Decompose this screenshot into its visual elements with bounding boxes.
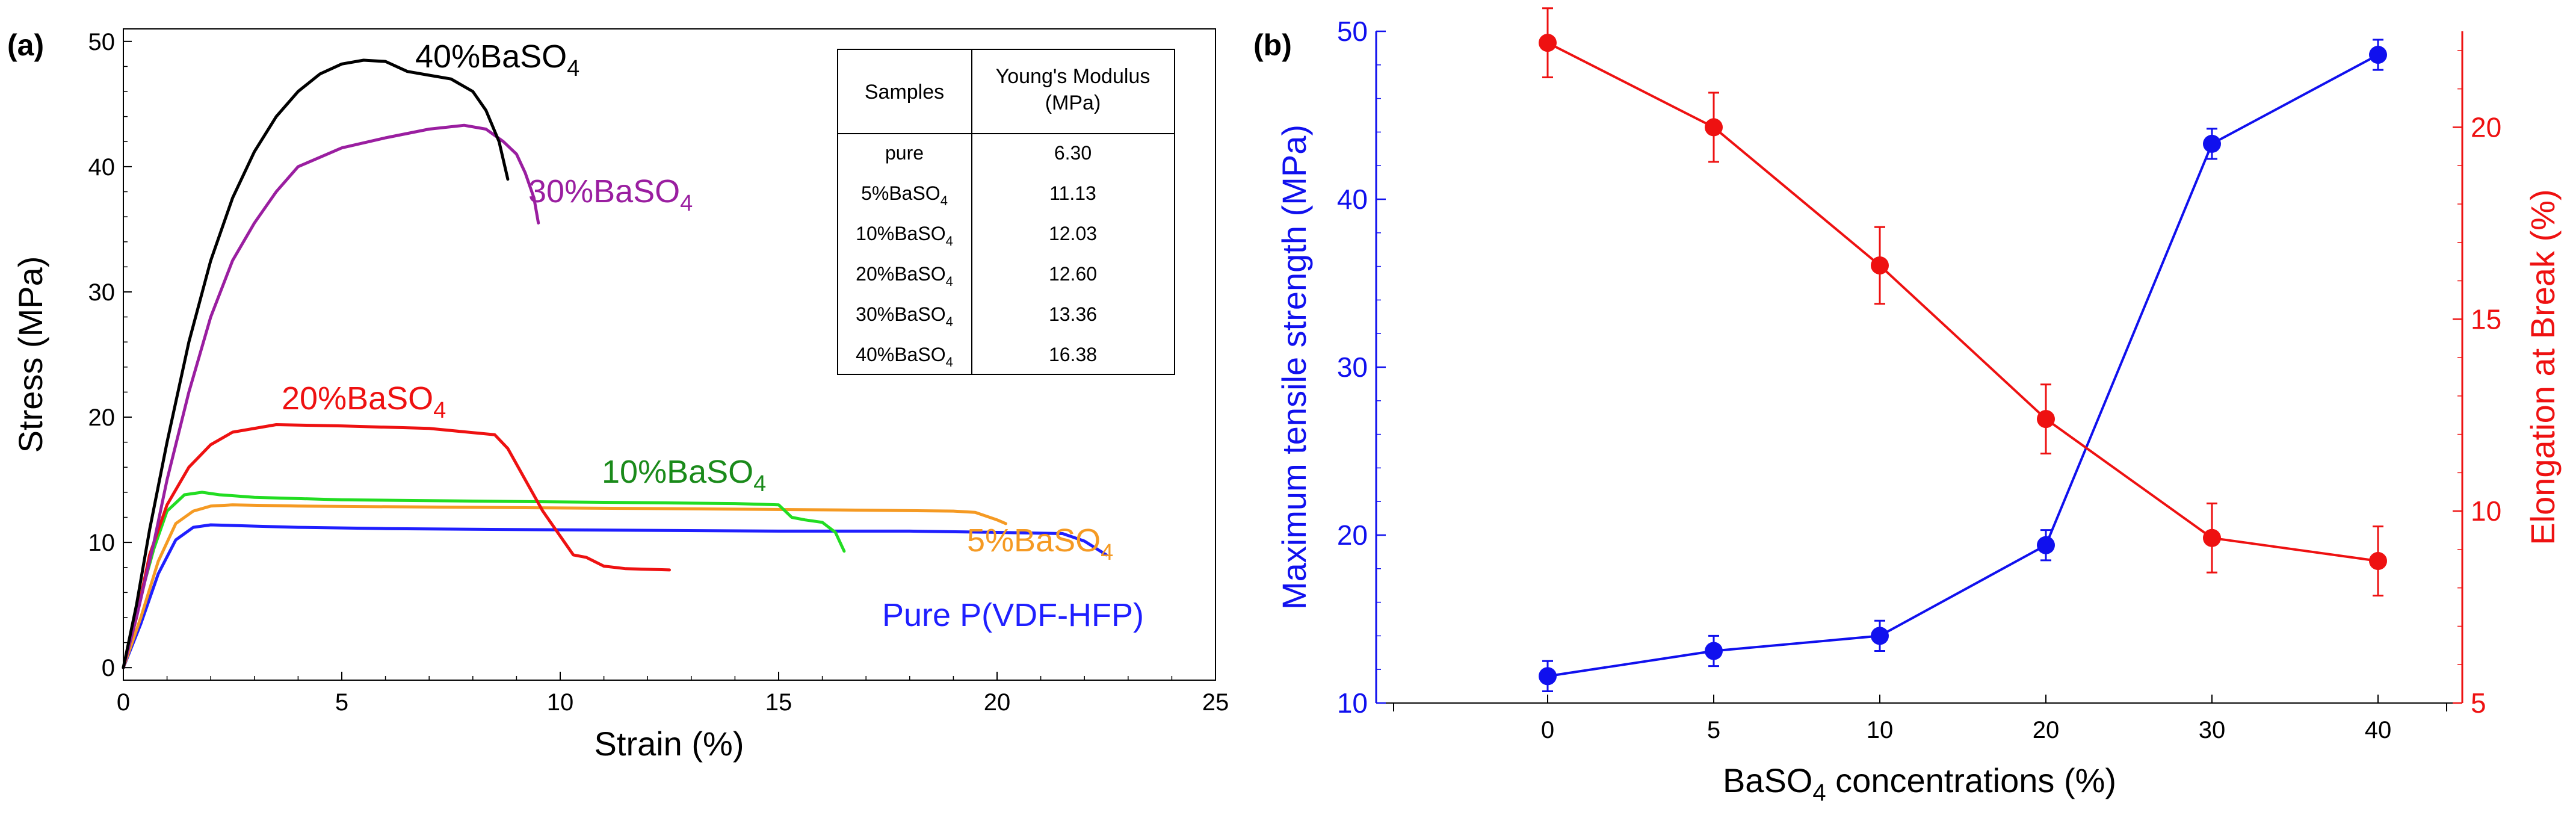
data-point-1 [1539, 34, 1557, 52]
x-axis-label-a: Strain (%) [595, 725, 744, 763]
x-tick-label-b: 20 [2033, 717, 2060, 743]
y-axis-label-a: Stress (MPa) [11, 256, 49, 453]
panel-b-label: (b) [1253, 28, 1292, 62]
table-value-cell: 11.13 [1049, 182, 1096, 204]
x-axis-label-b: BaSO4 concentrations (%) [1723, 761, 2116, 806]
table-header-unit: (MPa) [1045, 91, 1101, 114]
table-value-cell: 16.38 [1049, 344, 1097, 365]
y-tick-label-a: 0 [102, 655, 115, 681]
table-value-cell: 13.36 [1049, 303, 1097, 325]
label-20pct: 20%BaSO4 [282, 380, 446, 423]
y-tick-label-a: 50 [88, 29, 116, 55]
x-tick-label-a: 0 [117, 689, 130, 716]
data-point-1 [2369, 552, 2387, 571]
x-tick-label-b: 40 [2365, 717, 2392, 743]
data-point-1 [1871, 256, 1889, 275]
data-point-1 [2203, 528, 2221, 547]
x-tick-label-b: 5 [1707, 717, 1720, 743]
y-tick-label-left-b: 50 [1337, 16, 1368, 47]
data-point-0 [1871, 627, 1889, 645]
y-tick-label-right-b: 15 [2471, 303, 2501, 335]
curve-0 [122, 523, 1108, 669]
panel-b: (b) 0 5 10 20 30 40 10 20 30 40 50 5 10 15 20 BaSO4 co… [1253, 7, 2562, 806]
label-10pct: 10%BaSO4 [602, 454, 766, 497]
curve-2 [122, 491, 846, 669]
y-tick-label-left-b: 30 [1337, 352, 1368, 383]
data-point-0 [1705, 642, 1723, 660]
x-tick-label-b: 30 [2199, 717, 2226, 743]
x-tick-label-b: 0 [1541, 717, 1554, 743]
label-40pct: 40%BaSO4 [415, 39, 579, 81]
curve-5 [122, 58, 510, 669]
table-value-cell: 12.03 [1049, 223, 1097, 244]
label-pure: Pure P(VDF-HFP) [882, 597, 1144, 633]
label-5pct: 5%BaSO4 [967, 522, 1113, 565]
y-tick-label-a: 40 [88, 154, 116, 181]
axes-b: 0 5 10 20 30 40 10 20 30 40 50 5 10 15 20 [1337, 16, 2501, 743]
y-tick-label-right-b: 20 [2471, 111, 2501, 143]
y-tick-label-left-b: 10 [1337, 687, 1368, 719]
y-tick-label-right-b: 5 [2471, 687, 2486, 719]
table-sample-cell: 5%BaSO4 [861, 182, 948, 208]
x-tick-label-a: 15 [765, 689, 792, 716]
table-value-cell: 12.60 [1049, 263, 1097, 285]
panel-a: (a) 0 5 10 15 20 25 0 10 20 30 40 50 Strain (%) Str… [7, 28, 1229, 763]
table-sample-cell: 30%BaSO4 [856, 303, 953, 329]
label-30pct: 30%BaSO4 [528, 173, 693, 216]
data-point-0 [1539, 667, 1557, 686]
table-rows: pure 6.30 5%BaSO4 11.13 10%BaSO4 12.03 20%BaSO… [856, 142, 1097, 370]
table-sample-cell: pure [885, 142, 924, 164]
data-point-0 [2203, 134, 2221, 153]
data-point-1 [1705, 118, 1723, 137]
table-sample-cell: 20%BaSO4 [856, 263, 953, 289]
plot-frame-a [123, 28, 1216, 681]
table-sample-cell: 10%BaSO4 [856, 223, 953, 249]
panel-a-label: (a) [7, 28, 44, 62]
data-point-1 [2037, 410, 2055, 429]
x-tick-label-a: 25 [1202, 689, 1229, 716]
table-header-modulus: Young's Modulus [996, 65, 1151, 88]
y-tick-label-a: 30 [88, 279, 116, 306]
series-line-0 [1547, 54, 2379, 678]
data-point-0 [2037, 536, 2055, 554]
y-tick-label-left-b: 40 [1337, 184, 1368, 215]
curve-4 [122, 123, 540, 669]
table-value-cell: 6.30 [1054, 142, 1092, 164]
youngs-modulus-table: Samples Young's Modulus (MPa) pure 6.30 5%… [837, 49, 1175, 375]
table-frame [837, 49, 1175, 375]
table-header-samples: Samples [865, 81, 944, 104]
series-line-1 [1547, 42, 2379, 562]
y-axis-label-left-b: Maximum tensile strength (MPa) [1275, 125, 1313, 610]
x-tick-label-a: 5 [335, 689, 348, 716]
x-tick-label-a: 10 [547, 689, 574, 716]
y-axis-label-right-b: Elongation at Break (%) [2524, 189, 2562, 545]
series-b [1539, 7, 2387, 692]
y-tick-label-right-b: 10 [2471, 495, 2501, 527]
curve-3 [122, 423, 671, 669]
curves-a [122, 58, 1108, 669]
y-tick-label-a: 10 [88, 530, 116, 556]
table-sample-cell: 40%BaSO4 [856, 344, 953, 370]
y-tick-label-a: 20 [88, 404, 116, 431]
x-tick-label-a: 20 [984, 689, 1011, 716]
data-point-0 [2369, 46, 2387, 64]
x-tick-label-b: 10 [1867, 717, 1894, 743]
y-tick-label-left-b: 20 [1337, 519, 1368, 551]
axes-a: 0 5 10 15 20 25 0 10 20 30 40 50 [88, 29, 1229, 716]
curve-1 [122, 503, 1007, 669]
